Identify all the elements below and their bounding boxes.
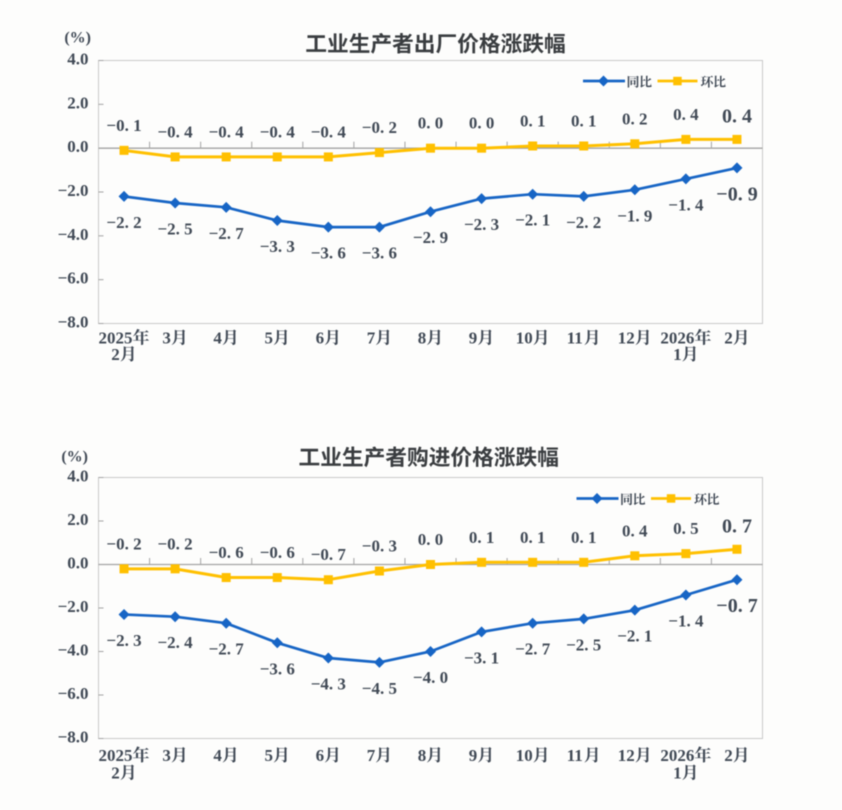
svg-text:12: 12: [618, 746, 635, 765]
svg-text:−4.0: −4.0: [58, 641, 89, 660]
svg-text:(%): (%): [64, 30, 91, 47]
svg-text:−0. 2: −0. 2: [158, 534, 193, 553]
svg-text:−2. 7: −2. 7: [515, 640, 551, 659]
svg-text:−0. 6: −0. 6: [260, 543, 295, 562]
svg-text:11: 11: [567, 746, 583, 765]
svg-text:−0. 4: −0. 4: [260, 122, 296, 141]
svg-text:−0. 4: −0. 4: [209, 122, 245, 141]
svg-text:5: 5: [265, 329, 274, 348]
svg-text:2: 2: [111, 345, 120, 364]
svg-text:−4. 3: −4. 3: [311, 675, 346, 694]
svg-text:7: 7: [367, 746, 376, 765]
svg-text:−3. 1: −3. 1: [464, 648, 499, 667]
svg-text:2: 2: [724, 746, 733, 765]
svg-text:0. 4: 0. 4: [622, 521, 648, 540]
svg-text:−8.0: −8.0: [58, 313, 89, 332]
svg-text:−3. 3: −3. 3: [260, 237, 295, 256]
svg-text:0. 4: 0. 4: [673, 105, 699, 124]
svg-text:0. 0: 0. 0: [418, 114, 444, 133]
svg-text:2: 2: [111, 764, 120, 783]
svg-text:0. 5: 0. 5: [673, 519, 699, 538]
svg-text:−4. 5: −4. 5: [362, 679, 397, 698]
svg-text:−6.0: −6.0: [58, 684, 89, 703]
svg-text:−1. 9: −1. 9: [617, 206, 652, 225]
svg-text:9: 9: [469, 329, 478, 348]
svg-text:−3. 6: −3. 6: [260, 659, 295, 678]
svg-text:−0. 1: −0. 1: [106, 116, 141, 135]
svg-text:4: 4: [213, 746, 222, 765]
svg-text:6: 6: [316, 329, 325, 348]
svg-text:−2. 3: −2. 3: [464, 215, 499, 234]
svg-text:−0. 6: −0. 6: [209, 543, 244, 562]
svg-text:0. 1: 0. 1: [520, 112, 546, 131]
svg-text:0. 1: 0. 1: [571, 528, 597, 547]
svg-text:0. 0: 0. 0: [469, 114, 495, 133]
svg-text:−2. 7: −2. 7: [209, 640, 245, 659]
svg-text:−0. 3: −0. 3: [362, 537, 397, 556]
svg-text:8: 8: [418, 746, 427, 765]
svg-text:0. 1: 0. 1: [571, 112, 597, 131]
svg-text:3: 3: [162, 746, 171, 765]
svg-text:−2. 3: −2. 3: [106, 631, 141, 650]
svg-text:0. 7: 0. 7: [722, 515, 752, 537]
svg-text:−8.0: −8.0: [58, 728, 89, 747]
svg-text:−2.0: −2.0: [58, 597, 89, 616]
svg-text:−4. 0: −4. 0: [413, 668, 448, 687]
svg-text:0.0: 0.0: [67, 137, 88, 156]
svg-text:(%): (%): [61, 449, 88, 466]
svg-text:−4.0: −4.0: [58, 225, 89, 244]
svg-text:9: 9: [469, 746, 478, 765]
svg-text:6: 6: [316, 746, 325, 765]
svg-text:2: 2: [724, 329, 733, 348]
svg-text:−0. 4: −0. 4: [158, 122, 194, 141]
svg-text:4.0: 4.0: [67, 467, 88, 486]
svg-text:2025: 2025: [99, 746, 133, 765]
svg-text:2026: 2026: [660, 329, 694, 348]
svg-text:1: 1: [673, 345, 682, 364]
svg-text:−0. 2: −0. 2: [106, 534, 141, 553]
svg-text:3: 3: [162, 329, 171, 348]
svg-text:4: 4: [213, 329, 222, 348]
svg-text:−2. 5: −2. 5: [566, 635, 601, 654]
svg-text:0. 1: 0. 1: [469, 528, 495, 547]
svg-text:0. 0: 0. 0: [418, 530, 444, 549]
svg-text:10: 10: [516, 329, 533, 348]
svg-text:−2. 9: −2. 9: [413, 228, 448, 247]
svg-text:−2. 1: −2. 1: [515, 211, 550, 230]
svg-text:12: 12: [618, 329, 635, 348]
svg-text:−3. 6: −3. 6: [362, 244, 397, 263]
svg-text:−1. 4: −1. 4: [668, 612, 704, 631]
svg-text:−2.0: −2.0: [58, 181, 89, 200]
svg-text:0. 2: 0. 2: [622, 109, 648, 128]
svg-text:−0. 7: −0. 7: [311, 545, 347, 564]
svg-text:2026: 2026: [660, 746, 694, 765]
svg-text:−2. 2: −2. 2: [106, 213, 141, 232]
svg-text:10: 10: [516, 746, 533, 765]
svg-text:−2. 4: −2. 4: [158, 633, 194, 652]
svg-text:0. 4: 0. 4: [722, 105, 752, 127]
svg-text:−2. 5: −2. 5: [158, 220, 193, 239]
svg-text:−6.0: −6.0: [58, 269, 89, 288]
svg-text:−3. 6: −3. 6: [311, 244, 346, 263]
svg-text:−0. 7: −0. 7: [716, 595, 757, 617]
svg-text:0. 1: 0. 1: [520, 528, 546, 547]
svg-text:2025: 2025: [99, 329, 133, 348]
svg-text:11: 11: [567, 329, 583, 348]
svg-text:5: 5: [265, 746, 274, 765]
svg-text:2.0: 2.0: [67, 510, 88, 529]
svg-text:4.0: 4.0: [67, 50, 88, 69]
svg-text:0.0: 0.0: [67, 554, 88, 573]
svg-text:−0. 4: −0. 4: [311, 122, 347, 141]
svg-text:−1. 4: −1. 4: [668, 195, 704, 214]
svg-text:−0. 2: −0. 2: [362, 118, 397, 137]
svg-text:7: 7: [367, 329, 376, 348]
svg-text:−2. 1: −2. 1: [617, 627, 652, 646]
svg-text:−2. 2: −2. 2: [566, 213, 601, 232]
svg-text:−2. 7: −2. 7: [209, 224, 245, 243]
svg-text:−0. 9: −0. 9: [716, 183, 757, 205]
svg-text:8: 8: [418, 329, 427, 348]
svg-text:2.0: 2.0: [67, 93, 88, 112]
svg-text:1: 1: [673, 764, 682, 783]
